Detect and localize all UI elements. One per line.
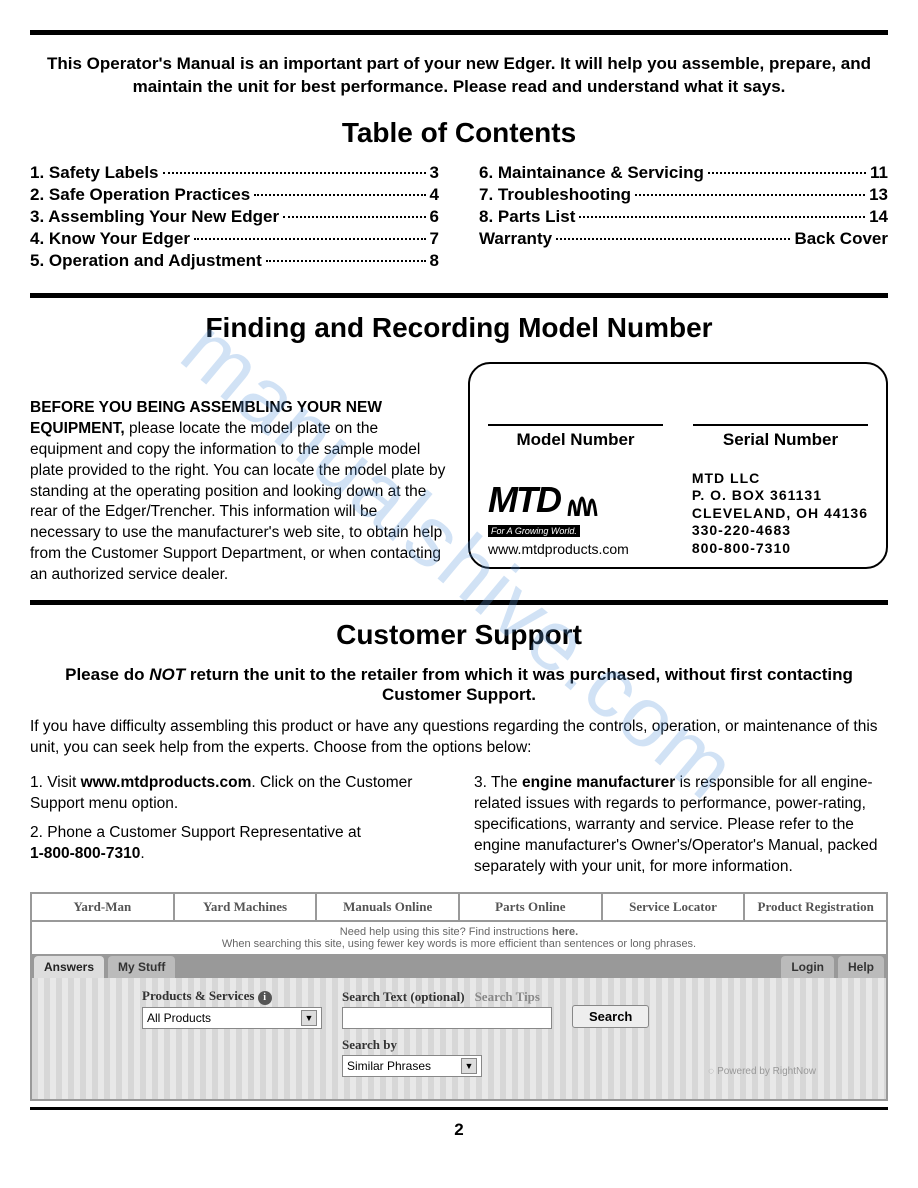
search-by-label: Search by (342, 1037, 482, 1053)
search-button[interactable]: Search (572, 1005, 649, 1028)
model-number-section: BEFORE YOU BEING ASSEMBLING YOUR NEW EQU… (30, 358, 888, 586)
model-plate: Model Number Serial Number MTD For A Gro… (468, 362, 888, 570)
customer-support-body: If you have difficulty assembling this p… (30, 717, 888, 759)
toc-item: 4. Know Your Edger7 (30, 229, 439, 249)
toc-item: 7. Troubleshooting13 (479, 185, 888, 205)
info-icon[interactable]: i (258, 991, 272, 1005)
nav-tab[interactable]: Yard Machines (175, 894, 318, 920)
divider (30, 293, 888, 298)
nav-tab[interactable]: Yard-Man (32, 894, 175, 920)
grass-icon (564, 476, 604, 521)
model-instruction-text: BEFORE YOU BEING ASSEMBLING YOUR NEW EQU… (30, 358, 448, 586)
sub-tab-row: Answers My Stuff Login Help (32, 954, 886, 978)
support-website-screenshot: Yard-Man Yard Machines Manuals Online Pa… (30, 892, 888, 1101)
toc-item: 1. Safety Labels3 (30, 163, 439, 183)
customer-support-options: 1. Visit www.mtdproducts.com. Click on t… (30, 773, 888, 878)
model-number-field: Model Number (488, 424, 663, 450)
nav-tabs: Yard-Man Yard Machines Manuals Online Pa… (32, 894, 886, 922)
nav-tab[interactable]: Service Locator (603, 894, 746, 920)
mtd-url: www.mtdproducts.com (488, 541, 680, 557)
intro-paragraph: This Operator's Manual is an important p… (30, 53, 888, 99)
search-tips-link[interactable]: Search Tips (475, 989, 540, 1004)
login-tab[interactable]: Login (781, 956, 834, 978)
toc-right-col: 6. Maintainance & Servicing11 7. Trouble… (479, 163, 888, 273)
mtd-logo-text: MTD (488, 479, 560, 521)
cs-options-left: 1. Visit www.mtdproducts.com. Click on t… (30, 773, 444, 878)
serial-number-field: Serial Number (693, 424, 868, 450)
table-of-contents: 1. Safety Labels3 2. Safe Operation Prac… (30, 163, 888, 273)
toc-item: 5. Operation and Adjustment8 (30, 251, 439, 271)
mystuff-tab[interactable]: My Stuff (108, 956, 175, 978)
toc-item: 3. Assembling Your New Edger6 (30, 207, 439, 227)
help-text: Need help using this site? Find instruct… (32, 922, 886, 954)
products-select[interactable]: All Products ▼ (142, 1007, 322, 1029)
toc-left-col: 1. Safety Labels3 2. Safe Operation Prac… (30, 163, 439, 273)
nav-tab[interactable]: Product Registration (745, 894, 886, 920)
customer-support-title: Customer Support (30, 619, 888, 651)
toc-item: 2. Safe Operation Practices4 (30, 185, 439, 205)
chevron-down-icon: ▼ (461, 1058, 477, 1074)
chevron-down-icon: ▼ (301, 1010, 317, 1026)
search-text-input[interactable] (342, 1007, 552, 1029)
toc-item: WarrantyBack Cover (479, 229, 888, 249)
top-rule (30, 30, 888, 35)
rightnow-badge: ◌ Powered by RightNow (708, 1066, 816, 1077)
mtd-address: MTD LLC P. O. BOX 361131 CLEVELAND, OH 4… (692, 470, 868, 558)
search-form-area: Products & Services i All Products ▼ Sea… (32, 978, 886, 1099)
bottom-rule (30, 1107, 888, 1110)
model-text-body: please locate the model plate on the equ… (30, 420, 445, 583)
customer-support-subtitle: Please do NOT return the unit to the ret… (30, 665, 888, 705)
answers-tab[interactable]: Answers (34, 956, 104, 978)
products-label: Products & Services i (142, 988, 322, 1005)
search-by-select[interactable]: Similar Phrases ▼ (342, 1055, 482, 1077)
nav-tab[interactable]: Parts Online (460, 894, 603, 920)
mtd-logo-block: MTD For A Growing World. www.mtdproducts… (488, 476, 680, 557)
toc-title: Table of Contents (30, 117, 888, 149)
page-number: 2 (30, 1120, 888, 1140)
toc-item: 8. Parts List14 (479, 207, 888, 227)
divider (30, 600, 888, 605)
toc-item: 6. Maintainance & Servicing11 (479, 163, 888, 183)
gear-icon: ◌ (708, 1066, 714, 1077)
search-text-label: Search Text (optional) (342, 989, 465, 1004)
cs-options-right: 3. The engine manufacturer is responsibl… (474, 773, 888, 878)
nav-tab[interactable]: Manuals Online (317, 894, 460, 920)
model-section-title: Finding and Recording Model Number (30, 312, 888, 344)
logo-tagline: For A Growing World. (488, 525, 580, 537)
help-tab[interactable]: Help (838, 956, 884, 978)
